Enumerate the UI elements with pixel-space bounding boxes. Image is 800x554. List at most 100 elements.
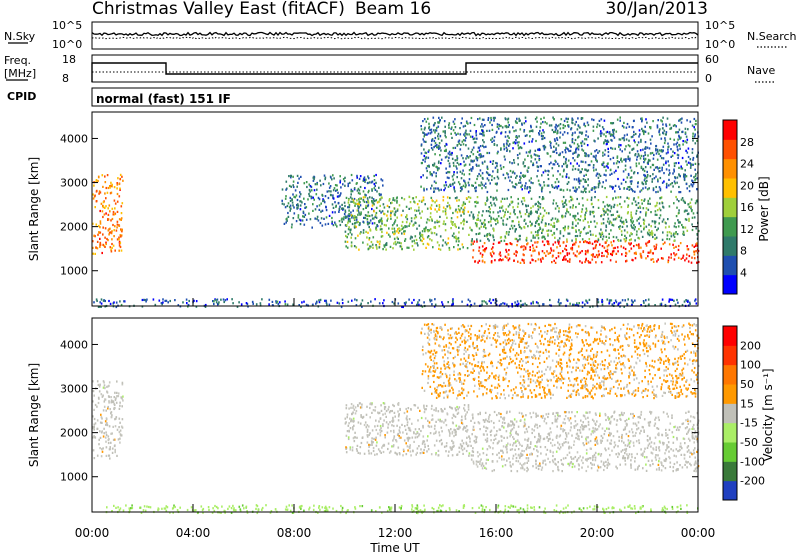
data-cell bbox=[608, 236, 610, 239]
data-cell bbox=[515, 237, 518, 241]
data-cell bbox=[441, 116, 443, 119]
data-cell bbox=[651, 135, 653, 138]
data-cell bbox=[496, 165, 498, 168]
data-cell bbox=[292, 303, 294, 306]
data-cell bbox=[102, 226, 104, 229]
data-cell bbox=[448, 171, 451, 174]
data-cell bbox=[202, 507, 205, 511]
data-cell bbox=[562, 215, 564, 218]
data-cell bbox=[498, 124, 501, 127]
data-cell bbox=[667, 218, 669, 221]
data-cell bbox=[386, 214, 388, 217]
data-cell bbox=[430, 143, 433, 146]
data-cell bbox=[448, 507, 451, 510]
data-cell bbox=[111, 207, 114, 210]
data-cell bbox=[117, 438, 120, 441]
data-cell bbox=[344, 210, 347, 214]
data-cell bbox=[356, 221, 358, 224]
data-cell bbox=[452, 178, 454, 181]
data-cell bbox=[373, 182, 376, 186]
data-cell bbox=[628, 125, 631, 128]
data-cell bbox=[543, 181, 545, 184]
data-cell bbox=[426, 218, 429, 221]
data-cell bbox=[420, 176, 422, 179]
colorbar-segment bbox=[723, 139, 737, 160]
data-cell bbox=[531, 130, 534, 133]
data-cell bbox=[543, 146, 545, 149]
data-cell bbox=[404, 238, 407, 241]
data-cell bbox=[641, 182, 644, 185]
data-cell bbox=[431, 138, 433, 142]
data-cell bbox=[344, 417, 347, 420]
data-cell bbox=[393, 404, 395, 408]
data-cell bbox=[666, 184, 668, 188]
data-cell bbox=[577, 168, 580, 171]
data-cell bbox=[623, 158, 625, 161]
data-cell bbox=[449, 432, 451, 435]
data-cell bbox=[420, 143, 423, 146]
data-cell bbox=[580, 144, 583, 148]
data-cell bbox=[516, 154, 519, 157]
data-cell bbox=[645, 299, 647, 302]
data-cell bbox=[673, 232, 675, 235]
data-cell bbox=[103, 432, 105, 435]
data-cell bbox=[575, 190, 577, 193]
data-cell bbox=[438, 247, 440, 250]
data-cell bbox=[516, 300, 519, 303]
data-cell bbox=[562, 141, 565, 144]
data-cell bbox=[630, 299, 633, 302]
data-cell bbox=[430, 299, 433, 302]
data-cell bbox=[110, 219, 112, 222]
data-cell bbox=[607, 244, 610, 247]
data-cell bbox=[562, 250, 564, 253]
data-cell bbox=[318, 505, 321, 508]
data-cell bbox=[396, 201, 398, 204]
data-cell bbox=[630, 224, 633, 227]
data-cell bbox=[420, 234, 422, 237]
data-cell bbox=[370, 452, 373, 455]
colorbar-frame bbox=[722, 119, 738, 295]
data-cell bbox=[444, 223, 447, 226]
data-cell bbox=[425, 408, 427, 411]
data-cell bbox=[305, 218, 308, 221]
data-cell bbox=[643, 179, 646, 182]
data-cell bbox=[441, 420, 443, 423]
data-cell bbox=[617, 250, 619, 253]
data-cell bbox=[603, 254, 605, 257]
data-cell bbox=[576, 146, 579, 149]
data-cell bbox=[274, 508, 277, 511]
data-cell bbox=[530, 197, 533, 200]
data-cell bbox=[347, 206, 349, 209]
data-cell bbox=[396, 241, 399, 244]
data-cell bbox=[469, 226, 471, 229]
data-cell bbox=[92, 449, 95, 452]
data-cell bbox=[466, 155, 468, 158]
data-cell bbox=[343, 213, 346, 216]
data-cell bbox=[478, 146, 480, 149]
data-cell bbox=[429, 171, 431, 174]
feature-ground-scatter bbox=[92, 380, 124, 460]
data-cell bbox=[448, 176, 450, 180]
data-cell bbox=[553, 231, 555, 235]
data-cell bbox=[165, 505, 168, 508]
data-cell bbox=[424, 203, 426, 206]
data-cell bbox=[332, 224, 335, 227]
data-cell bbox=[542, 137, 544, 140]
data-cell bbox=[478, 259, 481, 262]
data-cell bbox=[697, 260, 700, 264]
data-cell bbox=[214, 298, 216, 301]
data-cell bbox=[642, 300, 645, 303]
data-cell bbox=[440, 510, 443, 513]
data-cell bbox=[553, 145, 555, 148]
data-cell bbox=[540, 188, 543, 191]
noise-right-label: N.Search bbox=[747, 30, 797, 43]
data-cell bbox=[398, 413, 400, 416]
data-cell bbox=[487, 210, 490, 213]
data-cell bbox=[661, 238, 664, 241]
data-cell bbox=[453, 122, 456, 125]
data-cell bbox=[445, 143, 448, 146]
colorbar-segment bbox=[723, 158, 737, 179]
data-cell bbox=[497, 221, 499, 224]
data-cell bbox=[611, 147, 614, 150]
data-cell bbox=[457, 244, 459, 247]
